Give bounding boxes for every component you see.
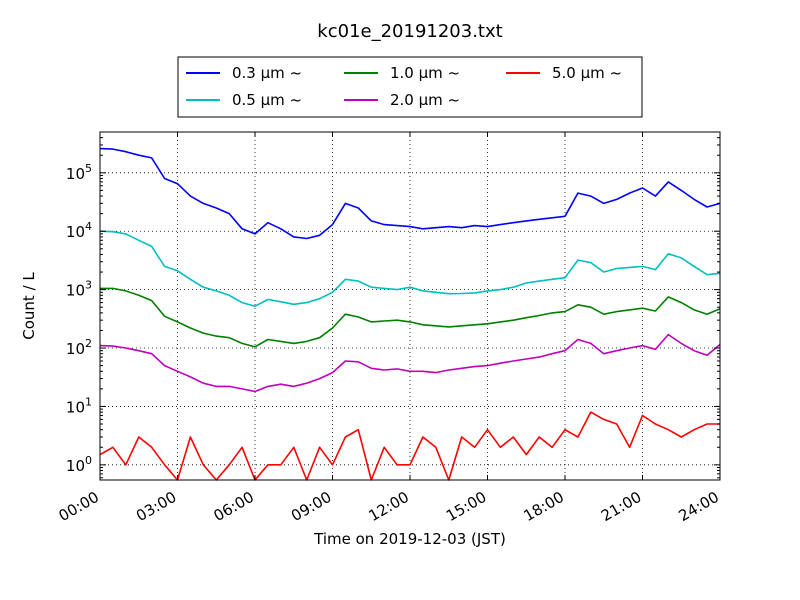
x-axis-label: Time on 2019-12-03 (JST) [313, 530, 506, 548]
x-tick-label: 15:00 [443, 488, 489, 525]
series-line-0 [99, 147, 721, 240]
legend: 0.3 μm ~ 0.5 μm ~ 1.0 μm ~ 2.0 μm ~ 5.0 μm ~ [177, 56, 643, 118]
legend-label: 5.0 μm ~ [552, 64, 622, 82]
ticks [99, 131, 721, 480]
y-tick-label: 105 [66, 162, 92, 183]
series-line-3 [99, 333, 721, 393]
chart-title: kc01e_20191203.txt [317, 21, 502, 42]
y-tick-label: 103 [66, 279, 92, 300]
y-tick-label: 102 [66, 337, 92, 358]
x-tick-label: 06:00 [211, 488, 257, 525]
legend-label: 0.3 μm ~ [232, 64, 302, 82]
series-line-2 [100, 287, 721, 348]
x-tick-label: 18:00 [521, 488, 567, 525]
y-tick-label: 104 [66, 220, 92, 241]
x-tick-label: 21:00 [598, 488, 644, 525]
y-tick-label: 100 [66, 454, 92, 475]
series-line-4 [99, 411, 720, 481]
x-tick-label: 12:00 [366, 488, 412, 525]
x-tick-labels: 00:00 03:00 06:00 09:00 12:00 15:00 18:00 21:00… [56, 488, 722, 525]
legend-box [177, 56, 643, 118]
legend-label: 2.0 μm ~ [390, 91, 460, 109]
x-tick-label: 00:00 [56, 488, 102, 525]
series-layer [99, 147, 721, 481]
series-line-1 [99, 230, 721, 308]
y-tick-labels: 100 101 102 103 104 105 [66, 162, 92, 475]
legend-label: 0.5 μm ~ [232, 91, 302, 109]
y-axis-label: Count / L [20, 272, 38, 340]
x-tick-label: 03:00 [133, 488, 179, 525]
x-tick-label: 09:00 [288, 488, 334, 525]
grid [100, 132, 720, 480]
y-tick-label: 101 [66, 395, 92, 416]
x-tick-label: 24:00 [676, 488, 722, 525]
legend-label: 1.0 μm ~ [390, 64, 460, 82]
